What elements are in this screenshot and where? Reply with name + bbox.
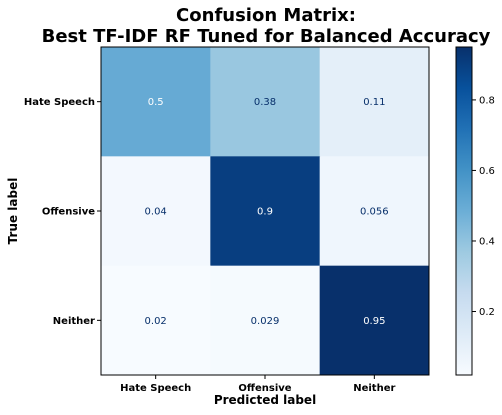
chart-title-line-1: Confusion Matrix: (176, 5, 356, 26)
cell-value-label: 0.11 (363, 97, 385, 108)
cell-value-label: 0.38 (254, 97, 276, 108)
colorbar (456, 47, 472, 375)
x-tick-label: Offensive (238, 383, 291, 394)
heatmap-cell (319, 156, 430, 267)
x-tick-label: Hate Speech (120, 383, 191, 394)
colorbar-tick-label: 0.4 (479, 236, 495, 247)
heatmap-cell (210, 265, 321, 376)
y-tick-label: Offensive (42, 207, 95, 218)
cell-value-label: 0.02 (145, 316, 167, 327)
cell-value-label: 0.5 (148, 97, 164, 108)
heatmap-cell (101, 265, 211, 376)
heatmap-cell-labels: 0.5 0.38 0.11 0.04 0.9 0.056 0.02 0.029 0.95 (145, 97, 389, 327)
colorbar-tick-label: 0.6 (479, 166, 495, 177)
cell-value-label: 0.056 (360, 207, 389, 218)
heatmap-cell (101, 156, 211, 267)
y-tick-label: Hate Speech (24, 97, 95, 108)
x-axis-label: Predicted label (214, 393, 316, 407)
heatmap-cell (319, 47, 430, 157)
colorbar-ticks: 0.2 0.4 0.6 0.8 (472, 95, 495, 318)
heatmap-cells (101, 47, 430, 376)
cell-value-label: 0.029 (251, 316, 280, 327)
colorbar-tick-label: 0.2 (479, 307, 495, 318)
cell-value-label: 0.04 (145, 207, 167, 218)
heatmap-cell (210, 156, 321, 267)
chart-title-line-2: Best TF-IDF RF Tuned for Balanced Accura… (42, 26, 491, 47)
x-tick-label: Neither (353, 383, 395, 394)
heatmap-cell (101, 47, 211, 157)
colorbar-frame (455, 46, 473, 376)
heatmap-cell (210, 47, 321, 157)
cell-value-label: 0.9 (257, 207, 273, 218)
y-axis-label: True label (6, 178, 20, 245)
heatmap-cell (319, 265, 430, 376)
x-axis-ticks: Hate Speech Offensive Neither (120, 375, 395, 394)
cell-value-label: 0.95 (363, 316, 385, 327)
colorbar-tick-label: 0.8 (479, 95, 495, 106)
y-axis-ticks: Hate Speech Offensive Neither (24, 97, 101, 327)
y-tick-label: Neither (53, 316, 95, 327)
